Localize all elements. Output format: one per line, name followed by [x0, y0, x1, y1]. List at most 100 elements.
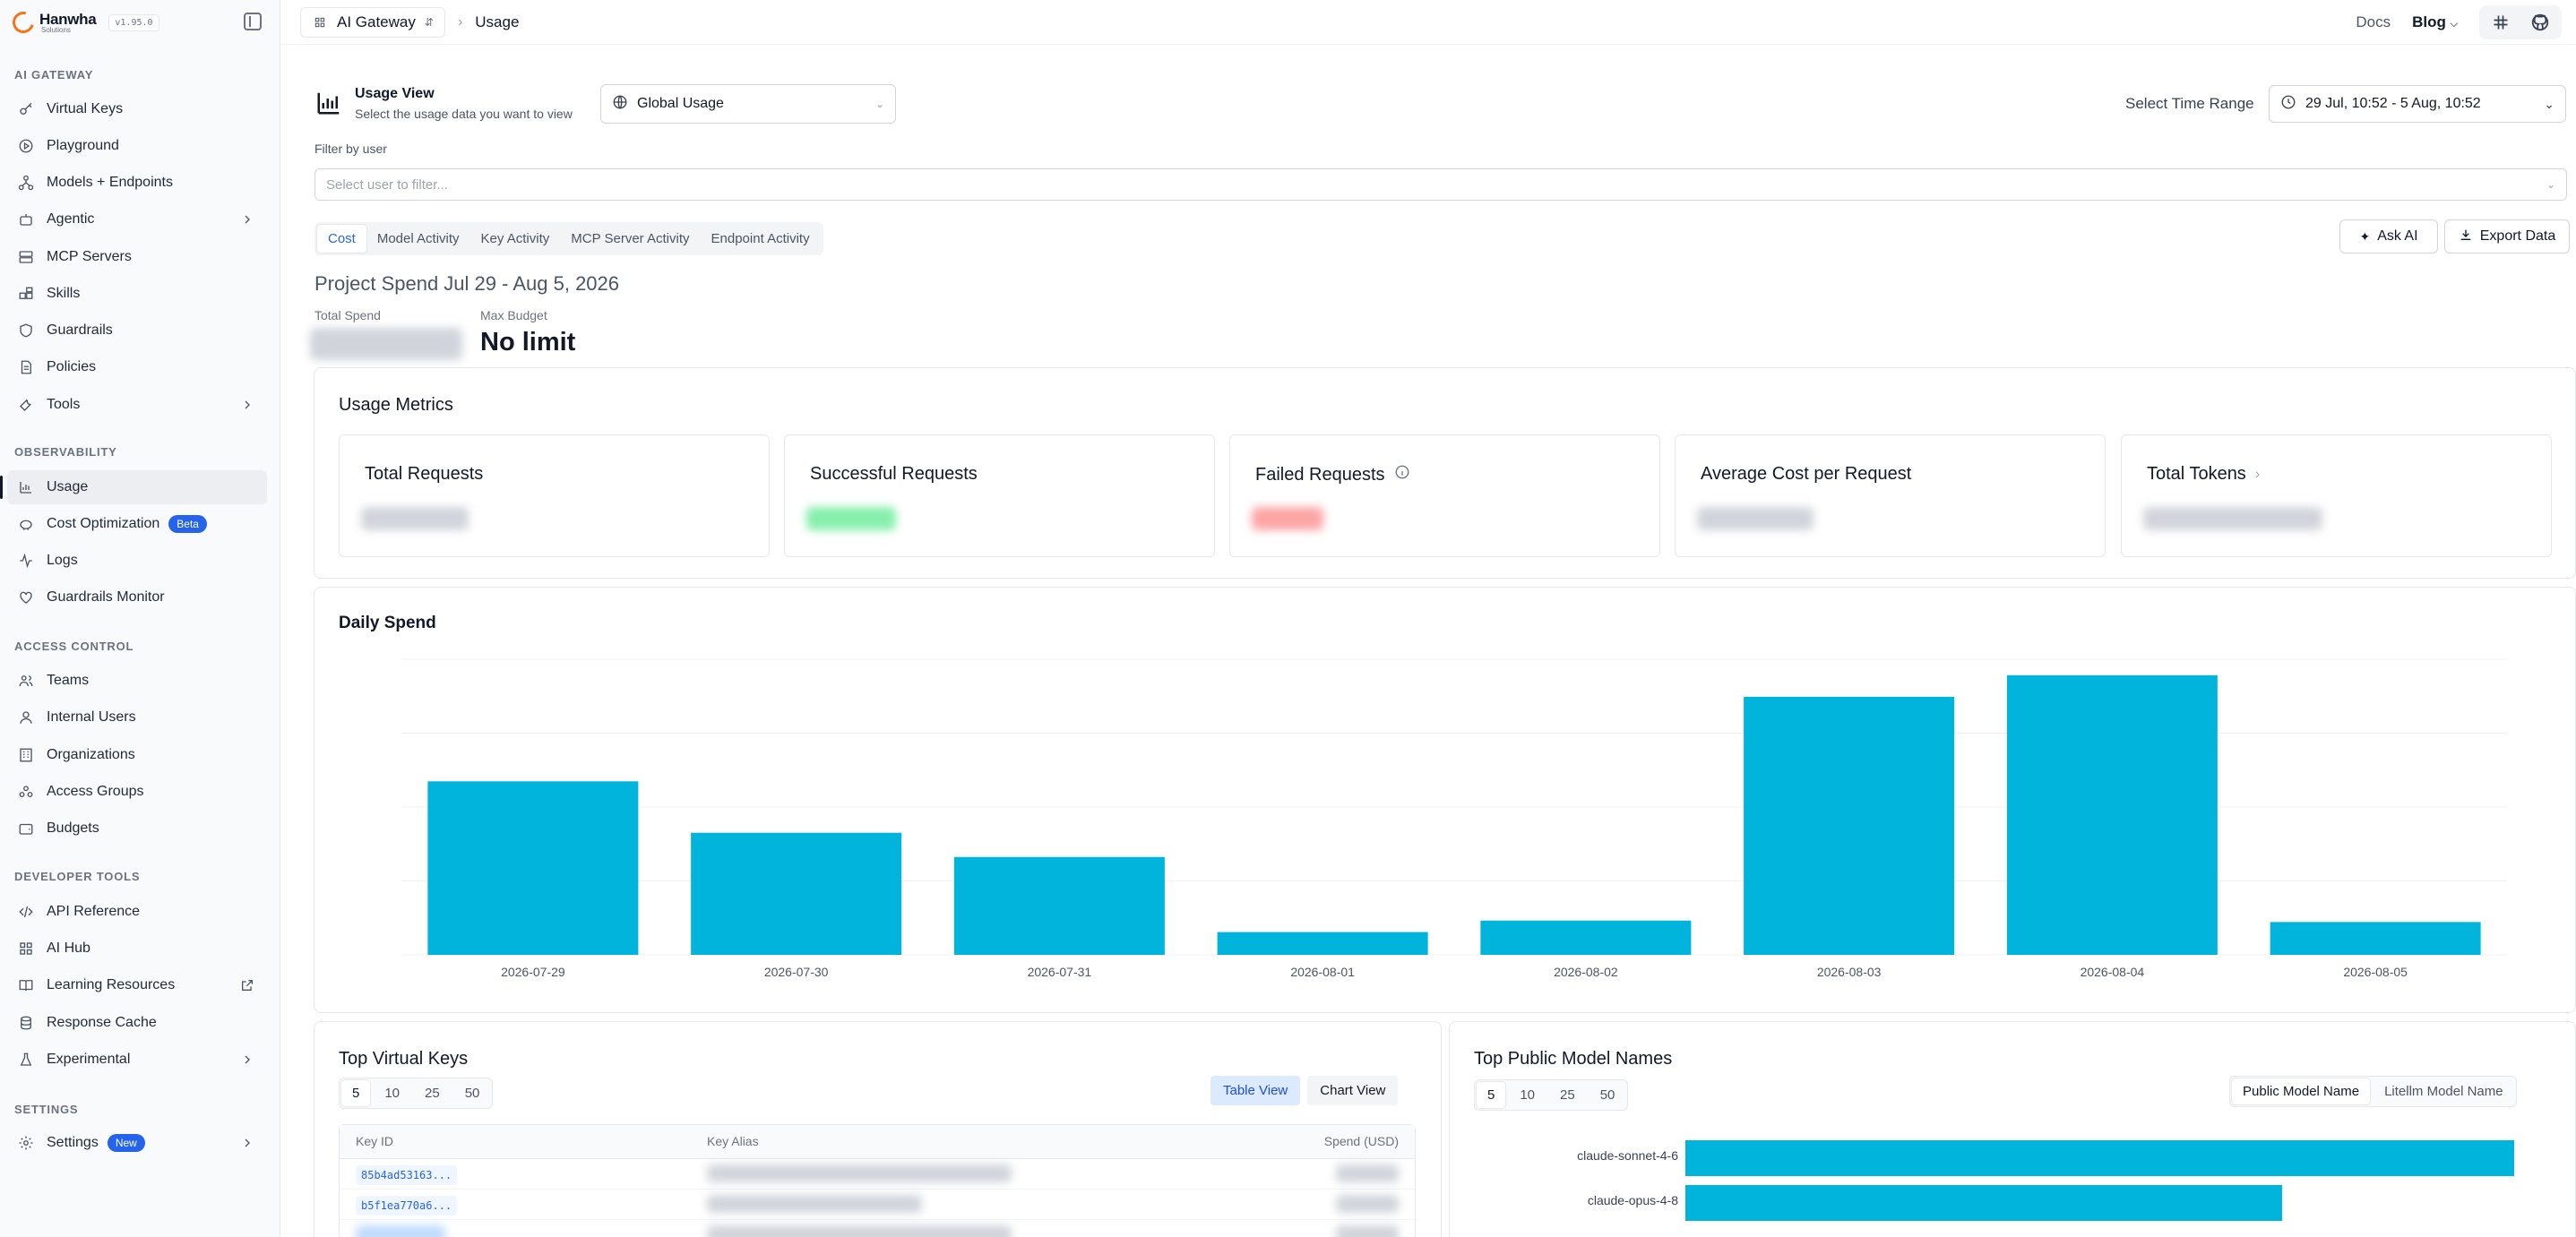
sidebar-item-learning-resources[interactable]: Learning Resources [7, 968, 267, 1002]
model-bar[interactable] [1685, 1185, 2282, 1221]
chevron-down-icon: ⌵ [2450, 19, 2458, 30]
sidebar-item-label: Policies [47, 359, 97, 374]
page-size-50[interactable]: 50 [1599, 1087, 1615, 1103]
tab-cost[interactable]: Cost [317, 225, 366, 253]
page-size-10[interactable]: 10 [1520, 1087, 1536, 1103]
section-observability: OBSERVABILITY [14, 445, 117, 459]
sidebar-item-ai-hub[interactable]: AI Hub [7, 932, 267, 966]
model-label: claude-sonnet-4-6 [1577, 1148, 1678, 1163]
time-range-picker[interactable]: 29 Jul, 10:52 - 5 Aug, 10:52 ⌄ [2269, 85, 2566, 123]
blocks-icon [18, 286, 34, 302]
blog-label: Blog [2412, 13, 2446, 30]
metric-value [361, 507, 469, 530]
sidebar-item-access-groups[interactable]: Access Groups [7, 775, 267, 809]
sidebar-item-experimental[interactable]: Experimental [7, 1043, 267, 1077]
slack-icon[interactable] [2483, 5, 2519, 39]
bar-2026-08-01[interactable] [1217, 932, 1428, 955]
key-alias-cell [707, 1164, 1012, 1182]
sidebar-item-internal-users[interactable]: Internal Users [7, 700, 267, 734]
piggy-icon [18, 516, 34, 532]
total-spend-label: Total Spend [314, 308, 381, 322]
book-icon [18, 977, 34, 993]
sidebar-item-guardrails[interactable]: Guardrails [7, 314, 267, 348]
x-tick-label: 2026-07-29 [501, 965, 565, 979]
user-filter-input[interactable]: Select user to filter... ⌄ [314, 168, 2567, 201]
bar-2026-08-03[interactable] [1744, 696, 1955, 955]
bar-2026-08-05[interactable] [2270, 922, 2481, 955]
sidebar-item-guardrails-monitor[interactable]: Guardrails Monitor [7, 580, 267, 614]
key-id-cell[interactable]: 85b4ad53163... [356, 1165, 458, 1185]
table-view-button[interactable]: Table View [1210, 1076, 1301, 1105]
wrench-icon [18, 397, 34, 413]
sidebar-item-settings[interactable]: Settings New [7, 1126, 267, 1160]
metric-label: Total Tokens [2147, 464, 2246, 484]
bar-2026-07-30[interactable] [691, 832, 902, 955]
sidebar-item-virtual-keys[interactable]: Virtual Keys [7, 92, 267, 126]
bar-2026-08-04[interactable] [2006, 674, 2218, 955]
bar-2026-08-02[interactable] [1480, 920, 1692, 955]
keys-page-size: 5 10 25 50 [339, 1078, 494, 1109]
chevron-right-icon [240, 1052, 254, 1067]
x-tick-label: 2026-08-03 [1817, 965, 1882, 979]
sidebar-item-tools[interactable]: Tools [7, 388, 267, 422]
logo[interactable]: Hanwha Solutions [8, 7, 97, 38]
tab-mcp-server-activity[interactable]: MCP Server Activity [571, 231, 690, 246]
export-data-button[interactable]: Export Data [2444, 219, 2570, 253]
activity-icon [18, 553, 34, 569]
sidebar-item-organizations[interactable]: Organizations [7, 738, 267, 772]
sidebar-item-logs[interactable]: Logs [7, 544, 267, 578]
sidebar-item-cost-optimization[interactable]: Cost Optimization Beta [7, 507, 267, 541]
sidebar-item-budgets[interactable]: Budgets [7, 812, 267, 846]
code-icon [18, 904, 34, 920]
sidebar-item-playground[interactable]: Playground [7, 129, 267, 163]
ask-ai-button[interactable]: ✦ Ask AI [2339, 219, 2438, 253]
table-row[interactable]: 85b4ad53163... [340, 1159, 1415, 1190]
model-bar[interactable] [1685, 1140, 2514, 1176]
page-size-25[interactable]: 25 [425, 1086, 440, 1101]
page-size-5[interactable]: 5 [1477, 1082, 1506, 1108]
workspace-switcher[interactable]: AI Gateway ⇵ [300, 6, 445, 38]
sidebar-item-models-endpoints[interactable]: Models + Endpoints [7, 166, 267, 200]
blog-menu[interactable]: Blog ⌵ [2412, 13, 2458, 31]
sidebar-item-response-cache[interactable]: Response Cache [7, 1006, 267, 1040]
tab-model-activity[interactable]: Model Activity [376, 231, 460, 246]
metric-total-tokens[interactable]: Total Tokens › [2121, 434, 2552, 557]
page-size-5[interactable]: 5 [341, 1080, 371, 1106]
public-model-name-button[interactable]: Public Model Name [2232, 1078, 2371, 1104]
bar-2026-07-31[interactable] [953, 856, 1165, 955]
page-size-25[interactable]: 25 [1560, 1087, 1575, 1103]
sidebar-item-teams[interactable]: Teams [7, 664, 267, 698]
litellm-model-name-button[interactable]: Litellm Model Name [2384, 1084, 2503, 1099]
table-row[interactable]: b5f1ea770a6... [340, 1190, 1415, 1220]
sidebar-item-agentic[interactable]: Agentic [7, 202, 267, 236]
tab-endpoint-activity[interactable]: Endpoint Activity [711, 231, 810, 246]
usage-tabs: Cost Model Activity Key Activity MCP Ser… [314, 222, 823, 255]
sidebar-item-skills[interactable]: Skills [7, 277, 267, 311]
page-size-50[interactable]: 50 [464, 1086, 480, 1101]
spend-cell [1336, 1195, 1399, 1213]
sidebar-item-policies[interactable]: Policies [7, 350, 267, 384]
top-actions: Docs Blog ⌵ [2356, 5, 2562, 39]
key-id-cell[interactable]: b5f1ea770a6... [356, 1196, 458, 1216]
grid-icon [312, 14, 328, 30]
flask-icon [18, 1052, 34, 1068]
page-size-10[interactable]: 10 [384, 1086, 401, 1101]
table-row[interactable] [340, 1220, 1415, 1237]
github-icon[interactable] [2522, 5, 2558, 39]
x-tick-label: 2026-07-31 [1028, 965, 1092, 979]
info-icon[interactable] [1394, 464, 1410, 485]
usage-metrics-card: Usage Metrics Total Requests Successful … [314, 367, 2576, 579]
collapse-sidebar-icon[interactable] [244, 13, 262, 30]
tab-key-activity[interactable]: Key Activity [480, 231, 550, 246]
export-data-label: Export Data [2479, 228, 2556, 244]
sidebar-item-usage[interactable]: Usage [0, 470, 267, 504]
docs-link[interactable]: Docs [2356, 13, 2391, 30]
chart-view-button[interactable]: Chart View [1307, 1076, 1399, 1105]
download-icon [2459, 228, 2473, 246]
bar-2026-07-29[interactable] [427, 781, 639, 955]
usage-view-select[interactable]: Global Usage ⌄ [600, 84, 896, 124]
x-tick-label: 2026-08-01 [1290, 965, 1355, 979]
key-id-cell[interactable] [356, 1225, 445, 1237]
sidebar-item-mcp-servers[interactable]: MCP Servers [7, 240, 267, 274]
sidebar-item-api-reference[interactable]: API Reference [7, 895, 267, 929]
